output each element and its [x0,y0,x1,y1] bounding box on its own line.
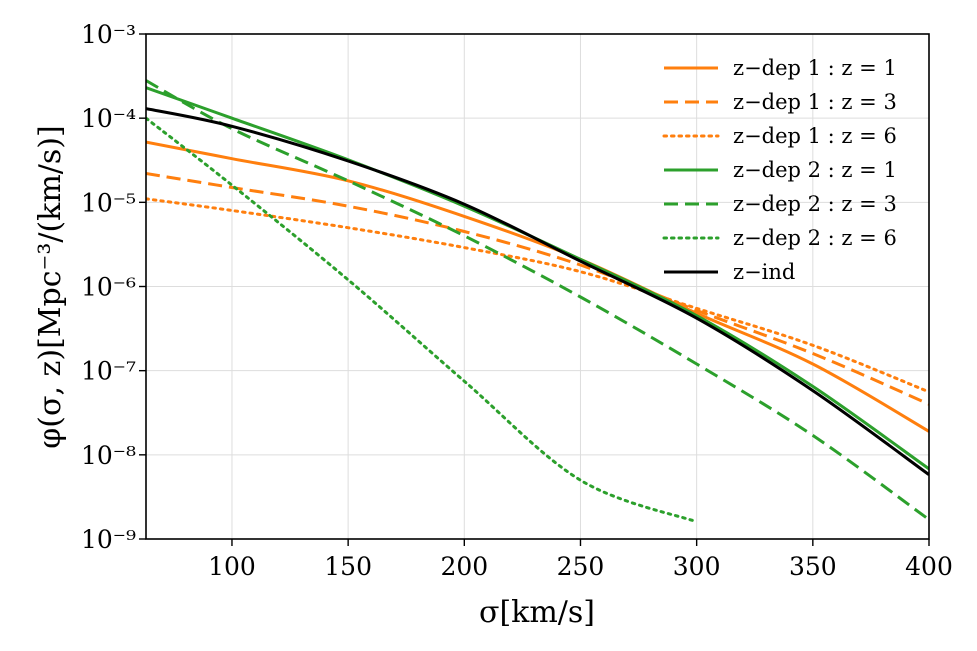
legend-label-6: z−dep 2 : z = 6 [733,226,897,250]
series-line-6 [146,116,699,524]
x-tick-label: 100 [208,552,256,581]
x-tick-label: 250 [557,552,605,581]
series-line-3 [146,197,929,394]
x-tick-label: 400 [905,552,953,581]
y-tick-label: 10⁻⁹ [81,525,136,554]
series-line-5 [146,79,929,521]
legend-label-7: z−ind [733,260,795,284]
legend-label-2: z−dep 1 : z = 3 [733,90,897,114]
x-axis-title: σ[km/s] [479,595,595,630]
y-tick-label: 10⁻³ [81,20,136,49]
legend-label-1: z−dep 1 : z = 1 [733,56,897,80]
plot-area [146,79,929,524]
y-tick-label: 10⁻⁴ [81,104,136,133]
legend: z−dep 1 : z = 1 z−dep 1 : z = 3 z−dep 1 : … [662,56,897,284]
y-tick-label: 10⁻⁶ [81,273,136,302]
y-axis-title: φ(σ, z)[Mpc⁻³/(km/s)] [33,125,68,448]
y-tick-label: 10⁻⁸ [81,441,136,470]
axis-ticks: 100 150 200 250 300 350 400 10⁻³ 10⁻⁴ 10⁻⁵ 10⁻⁶ 10⁻… [81,20,953,581]
y-tick-label: 10⁻⁷ [81,357,136,386]
series-line-2 [146,172,929,406]
legend-label-4: z−dep 2 : z = 1 [733,158,897,182]
x-tick-label: 350 [789,552,837,581]
x-tick-label: 300 [673,552,721,581]
x-tick-label: 150 [324,552,372,581]
legend-label-5: z−dep 2 : z = 3 [733,192,897,216]
x-tick-label: 200 [440,552,488,581]
series-line-1 [146,140,929,433]
series-line-7 [146,107,929,476]
legend-label-3: z−dep 1 : z = 6 [733,124,897,148]
y-tick-label: 10⁻⁵ [81,188,136,217]
